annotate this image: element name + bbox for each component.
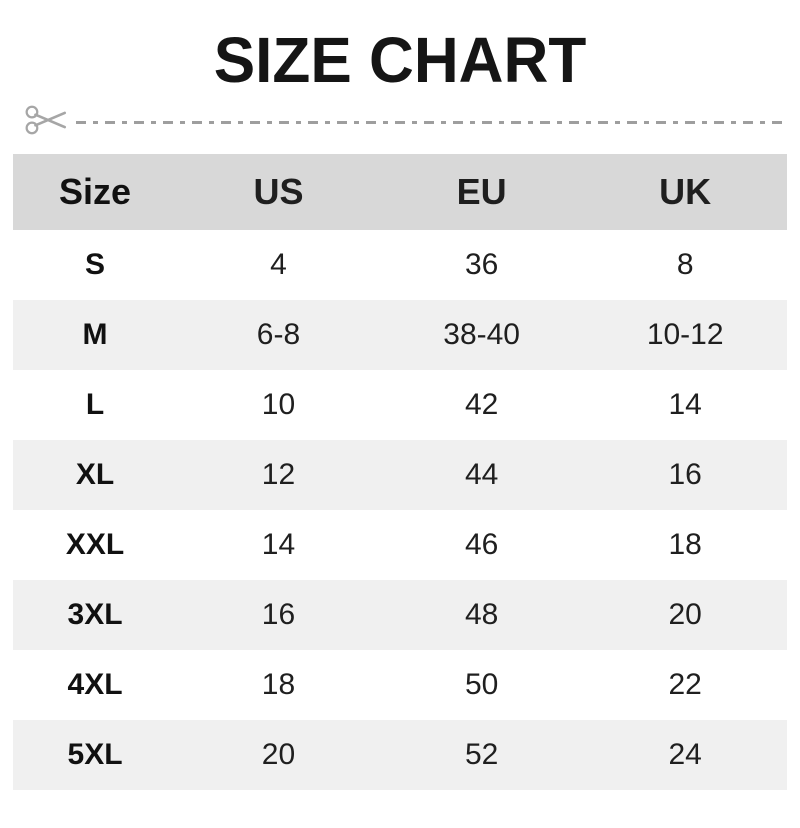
page-title: SIZE CHART <box>213 24 587 96</box>
table-row: M 6-8 38-40 10-12 <box>13 300 787 370</box>
eu-value: 38-40 <box>443 318 520 351</box>
eu-value: 50 <box>464 668 499 701</box>
eu-value: 52 <box>464 738 499 771</box>
uk-value: 20 <box>668 598 702 631</box>
cut-line <box>0 100 800 144</box>
table-header-row: Size US EU UK <box>13 154 787 230</box>
table-row: XL 12 44 16 <box>13 440 787 510</box>
us-value: 10 <box>261 388 296 421</box>
us-value: 18 <box>261 668 296 701</box>
size-table: Size US EU UK S 4 36 8 M 6-8 38-40 10-12… <box>13 154 787 790</box>
size-label: XL <box>75 458 115 491</box>
table-row: S 4 36 8 <box>13 230 787 300</box>
eu-value: 48 <box>464 598 499 631</box>
scissors-icon <box>24 102 70 143</box>
uk-value: 18 <box>668 528 702 561</box>
us-value: 6-8 <box>256 318 301 351</box>
uk-value: 24 <box>668 738 702 771</box>
us-value: 12 <box>261 458 296 491</box>
column-header-us: US <box>253 171 304 212</box>
table-row: 5XL 20 52 24 <box>13 720 787 790</box>
table-row: XXL 14 46 18 <box>13 510 787 580</box>
us-value: 4 <box>270 248 287 281</box>
column-header-uk: UK <box>659 171 712 212</box>
dashed-cut-rule <box>76 120 788 124</box>
size-label: 5XL <box>67 738 123 771</box>
us-value: 14 <box>261 528 296 561</box>
table-row: 4XL 18 50 22 <box>13 650 787 720</box>
us-value: 16 <box>261 598 296 631</box>
size-label: 3XL <box>67 598 123 631</box>
uk-value: 8 <box>676 248 694 281</box>
size-label: L <box>85 388 105 421</box>
uk-value: 10-12 <box>646 318 724 351</box>
uk-value: 22 <box>668 668 702 701</box>
eu-value: 44 <box>464 458 499 491</box>
size-chart-page: SIZE CHART Size US EU UK S 4 36 8 M <box>0 28 800 828</box>
size-label: 4XL <box>67 668 123 701</box>
size-label: M <box>82 318 108 351</box>
column-header-size: Size <box>59 171 132 212</box>
size-label: S <box>85 248 106 281</box>
us-value: 20 <box>261 738 296 771</box>
eu-value: 36 <box>464 248 499 281</box>
column-header-eu: EU <box>456 171 507 212</box>
eu-value: 46 <box>464 528 499 561</box>
eu-value: 42 <box>464 388 499 421</box>
table-row: L 10 42 14 <box>13 370 787 440</box>
table-row: 3XL 16 48 20 <box>13 580 787 650</box>
size-label: XXL <box>65 528 125 561</box>
uk-value: 16 <box>668 458 702 491</box>
uk-value: 14 <box>668 388 702 421</box>
